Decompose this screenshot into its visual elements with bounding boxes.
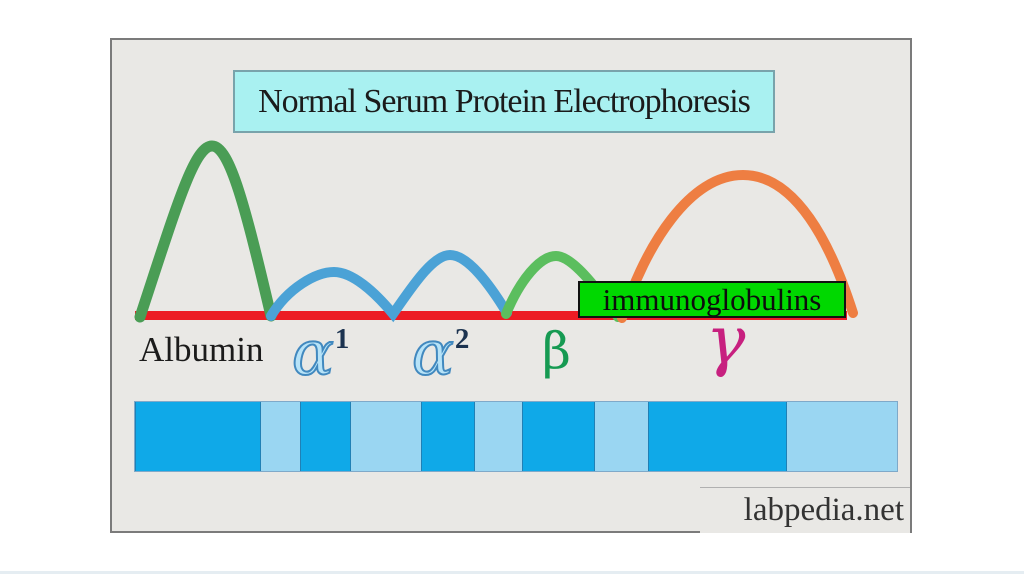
immunoglobulins-box: immunoglobulins bbox=[578, 281, 846, 318]
gel-band-8-light bbox=[595, 402, 648, 471]
gel-band-5-dark bbox=[421, 402, 475, 471]
label-alpha1: α1 bbox=[291, 321, 350, 385]
immunoglobulins-label: immunoglobulins bbox=[602, 281, 822, 317]
page-title: Normal Serum Protein Electrophoresis bbox=[258, 82, 751, 120]
gel-band-6-light bbox=[475, 402, 522, 471]
alpha2-glyph: α bbox=[411, 316, 455, 389]
gel-strip bbox=[134, 401, 898, 472]
alpha1-superscript: 1 bbox=[334, 323, 350, 355]
watermark-text: labpedia.net bbox=[743, 492, 904, 528]
label-alpha2: α2 bbox=[411, 321, 470, 385]
label-albumin: Albumin bbox=[139, 330, 264, 369]
gel-band-9-dark bbox=[648, 402, 787, 471]
gel-band-1-dark bbox=[135, 402, 261, 471]
label-beta: β bbox=[542, 322, 571, 380]
gel-band-3-dark bbox=[300, 402, 351, 471]
title-box: Normal Serum Protein Electrophoresis bbox=[233, 70, 775, 133]
gel-band-4-light bbox=[351, 402, 421, 471]
gel-band-2-light bbox=[261, 402, 300, 471]
alpha1-glyph: α bbox=[291, 316, 335, 389]
gel-band-10-light bbox=[787, 402, 897, 471]
watermark: labpedia.net bbox=[700, 487, 910, 533]
gel-band-7-dark bbox=[522, 402, 595, 471]
label-gamma: γ bbox=[706, 302, 746, 379]
bottom-edge-line bbox=[0, 571, 1024, 574]
alpha2-superscript: 2 bbox=[454, 323, 470, 355]
